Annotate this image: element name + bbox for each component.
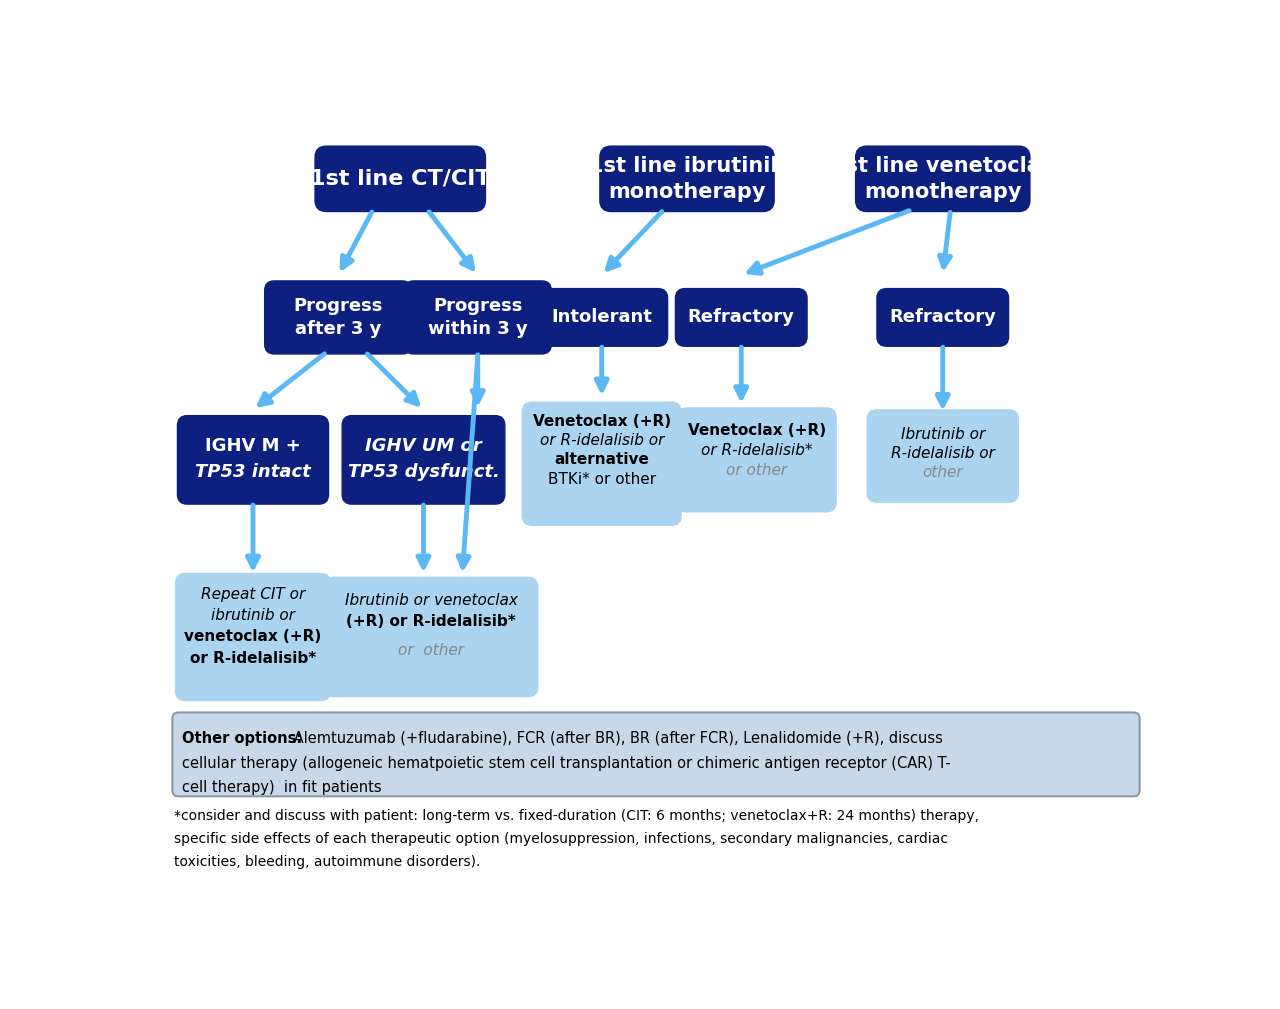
FancyBboxPatch shape	[343, 416, 504, 503]
Text: Progress
within 3 y: Progress within 3 y	[428, 297, 527, 338]
FancyBboxPatch shape	[856, 146, 1029, 211]
FancyBboxPatch shape	[178, 416, 328, 503]
Text: Venetoclax (+R): Venetoclax (+R)	[687, 423, 826, 438]
Text: specific side effects of each therapeutic option (myelosuppression, infections, : specific side effects of each therapeuti…	[174, 831, 948, 846]
Text: IGHV UM or: IGHV UM or	[365, 437, 481, 455]
Text: or R-idelalisib*: or R-idelalisib*	[701, 443, 813, 458]
Text: cell therapy)  in fit patients: cell therapy) in fit patients	[182, 780, 381, 795]
Text: Intolerant: Intolerant	[552, 309, 653, 327]
Text: or R-idelalisib*: or R-idelalisib*	[189, 651, 316, 666]
FancyBboxPatch shape	[175, 574, 330, 700]
FancyBboxPatch shape	[173, 712, 1139, 796]
FancyBboxPatch shape	[522, 403, 681, 525]
Text: Progress
after 3 y: Progress after 3 y	[293, 297, 383, 338]
FancyBboxPatch shape	[265, 282, 411, 353]
Text: 1st line CT/CIT: 1st line CT/CIT	[310, 169, 490, 189]
Text: R-idelalisib or: R-idelalisib or	[891, 446, 995, 461]
FancyBboxPatch shape	[868, 411, 1018, 501]
Text: Alemtuzumab (+fludarabine), FCR (after BR), BR (after FCR), Lenalidomide (+R), d: Alemtuzumab (+fludarabine), FCR (after B…	[289, 731, 942, 746]
Text: Venetoclax (+R): Venetoclax (+R)	[532, 414, 671, 429]
Text: Ibrutinib or venetoclax: Ibrutinib or venetoclax	[344, 592, 517, 607]
Text: Refractory: Refractory	[687, 309, 795, 327]
FancyBboxPatch shape	[677, 409, 836, 512]
Text: *consider and discuss with patient: long-term vs. fixed-duration (CIT: 6 months;: *consider and discuss with patient: long…	[174, 808, 979, 822]
Text: Other options:: Other options:	[182, 731, 302, 746]
FancyBboxPatch shape	[325, 578, 538, 696]
Text: Ibrutinib or: Ibrutinib or	[901, 427, 984, 442]
Text: TP53 intact: TP53 intact	[195, 463, 311, 481]
FancyBboxPatch shape	[536, 289, 667, 346]
Text: 1st line ibrutinib
monotherapy: 1st line ibrutinib monotherapy	[589, 155, 785, 202]
Text: or  other: or other	[398, 644, 465, 658]
Text: cellular therapy (allogeneic hematpoietic stem cell transplantation or chimeric : cellular therapy (allogeneic hematpoieti…	[182, 756, 950, 771]
Text: alternative: alternative	[554, 452, 649, 467]
Text: TP53 dysfunct.: TP53 dysfunct.	[348, 463, 499, 481]
FancyBboxPatch shape	[676, 289, 806, 346]
Text: 1st line venetoclax
monotherapy: 1st line venetoclax monotherapy	[831, 155, 1055, 202]
Text: (+R) or R-idelalisib*: (+R) or R-idelalisib*	[347, 614, 516, 629]
Text: other: other	[923, 465, 963, 480]
Text: or other: or other	[726, 463, 787, 478]
Text: IGHV M +: IGHV M +	[205, 437, 301, 455]
Text: Refractory: Refractory	[890, 309, 996, 327]
FancyBboxPatch shape	[600, 146, 774, 211]
Text: ibrutinib or: ibrutinib or	[211, 607, 294, 623]
Text: Repeat CIT or: Repeat CIT or	[201, 587, 305, 602]
Text: toxicities, bleeding, autoimmune disorders).: toxicities, bleeding, autoimmune disorde…	[174, 855, 480, 869]
Text: venetoclax (+R): venetoclax (+R)	[184, 630, 321, 645]
Text: BTKi* or other: BTKi* or other	[548, 471, 655, 486]
FancyBboxPatch shape	[315, 146, 485, 211]
Text: or R-idelalisib or: or R-idelalisib or	[540, 433, 664, 448]
FancyBboxPatch shape	[877, 289, 1009, 346]
FancyBboxPatch shape	[404, 282, 550, 353]
